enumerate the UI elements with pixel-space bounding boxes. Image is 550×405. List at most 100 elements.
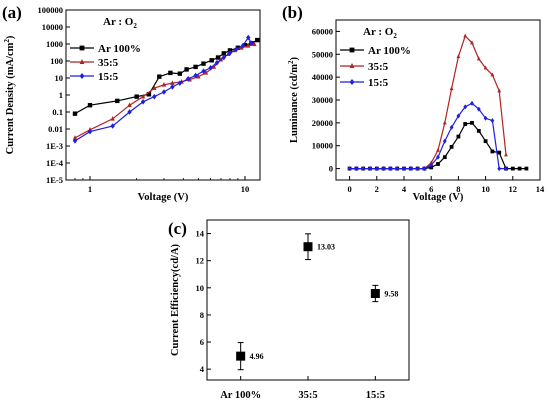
panel-b-label: (b)	[282, 3, 303, 22]
panel-b-y-tick-label: 50000	[312, 49, 333, 59]
panel-b-y-tick-label: 30000	[312, 95, 333, 105]
panel-b-x-tick-label: 0	[347, 184, 351, 194]
panel-b-data-point	[449, 144, 454, 149]
panel-a-legend-title: Ar : O2	[103, 16, 137, 30]
panel-a-data-point	[249, 40, 254, 47]
panel-a-legend-entry: 35:5	[98, 57, 119, 69]
panel-c-y-tick-label: 6	[200, 337, 204, 347]
panel-b-data-point	[470, 120, 474, 125]
panel-b-x-tick-label: 10	[481, 184, 490, 194]
panel-b-data-point	[504, 152, 508, 157]
panel-b-xlabel: Voltage (V)	[413, 192, 464, 203]
panel-b-data-point	[476, 128, 481, 133]
panel-a-data-point	[152, 93, 157, 100]
panel-a-data-point	[161, 81, 167, 87]
panel-a-data-point	[72, 135, 78, 140]
panel-a-data-point	[127, 109, 132, 115]
panel-b-legend-title: Ar : O2	[363, 26, 397, 40]
panel-b-x-tick-label: 14	[536, 184, 545, 194]
panel-c-value-label: 4.96	[250, 352, 264, 361]
panel-b-x-tick-label: 12	[509, 184, 518, 194]
panel-b-legend-marker	[349, 47, 355, 53]
panel-a-data-point	[196, 73, 201, 79]
panel-a-data-point	[170, 80, 175, 85]
panel-b-y-tick-label: 40000	[312, 72, 333, 82]
panel-a-data-point	[221, 54, 226, 61]
panel-a-legend-marker	[79, 73, 85, 79]
panel-b-data-point	[429, 162, 434, 168]
panel-b-data-point	[374, 166, 379, 172]
panel-b-data-point	[354, 166, 359, 172]
panel-a-data-point	[215, 55, 221, 60]
panel-b-data-point	[415, 166, 420, 172]
panel-a-data-point	[209, 58, 214, 63]
panel-b-data-point	[449, 124, 454, 130]
panel-b-legend: Ar : O2 Ar 100% 35:5 15:5	[340, 26, 411, 89]
panel-c-data-point	[370, 288, 380, 298]
panel-c-y-tick-label: 4	[200, 364, 205, 374]
panel-a-data-point	[110, 123, 115, 129]
panel-a-label: (a)	[2, 3, 22, 22]
panel-a-x-tick-label: 10	[241, 184, 250, 194]
panel-a-data-point	[177, 71, 183, 76]
panel-b-data-point	[504, 166, 508, 172]
panel-a-data-point	[252, 41, 257, 47]
panel-b-data-point	[490, 118, 495, 124]
panel-b-data-point	[442, 138, 447, 144]
panel-b-data-point	[497, 88, 502, 93]
panel-b-data-point	[497, 150, 502, 155]
panel-a-frame	[65, 9, 261, 181]
panel-a-data-point	[87, 128, 93, 135]
panel-b-data-point	[408, 166, 413, 172]
panel-a-data-point	[208, 64, 213, 71]
panel-a-data-point	[168, 70, 173, 76]
panel-c-current-efficiency: (c) 4 6 8 10 12 14 Ar 100% 35:5 15:5 4.96 13.03 9…	[168, 219, 410, 401]
panel-c-value-label: 9.58	[384, 289, 398, 298]
panel-a-y-tick-label: 10000	[42, 22, 63, 32]
panel-a-data-point	[72, 138, 78, 144]
panel-b-data-point	[463, 104, 468, 110]
panel-a-data-point	[185, 75, 191, 82]
panel-c-category-label: 35:5	[298, 390, 317, 401]
panel-b-data-point	[436, 147, 440, 152]
panel-b-data-point	[463, 33, 468, 38]
panel-b-data-point	[524, 166, 529, 171]
panel-a-y-tick-label: 100000	[38, 5, 64, 15]
panel-b-legend-entry: 15:5	[368, 77, 389, 89]
panel-a-data-point	[221, 51, 226, 56]
panel-b-legend-marker	[349, 63, 355, 68]
panel-b-data-point	[483, 115, 488, 121]
panel-b-data-point	[442, 120, 447, 125]
panel-b-y-tick-label: 60000	[312, 26, 333, 36]
panel-a-y-tick-label: 1E-5	[46, 175, 63, 185]
panel-a-legend-marker	[79, 59, 85, 64]
panel-a-data-point	[146, 92, 152, 97]
panel-c-y-tick-label: 10	[196, 283, 205, 293]
panel-b-data-point	[422, 166, 427, 172]
panel-c-data-point	[236, 351, 246, 361]
panel-a-y-tick-label: 10	[55, 73, 64, 83]
panel-b-legend-entry: 35:5	[368, 61, 389, 73]
panel-b-data-point	[436, 154, 440, 160]
panel-b-legend-entry: Ar 100%	[368, 45, 411, 57]
panel-b-x-tick-label: 2	[375, 184, 379, 194]
panel-a-y-tick-label: 0.1	[52, 107, 63, 117]
panel-b-legend-marker	[349, 79, 355, 85]
panel-a-legend-entry: 15:5	[98, 71, 119, 83]
panel-a-data-point	[134, 94, 139, 99]
panel-a-data-point	[110, 115, 115, 121]
panel-c-category-label: 15:5	[366, 390, 385, 401]
panel-b-x-tick-label: 4	[402, 184, 407, 194]
panel-a-y-tick-label: 100	[50, 56, 63, 66]
panel-a-data-point	[140, 98, 146, 105]
panel-a-data-point	[193, 72, 198, 79]
panel-a-data-point	[242, 42, 248, 48]
panel-a-data-point	[201, 61, 206, 66]
panel-b-y-tick-label: 0	[329, 164, 333, 174]
panel-c-category-label: Ar 100%	[220, 390, 261, 401]
panel-b-data-point	[476, 106, 481, 112]
panel-b-data-point	[490, 149, 495, 154]
panel-b-data-point	[510, 166, 515, 171]
panel-b-data-point	[368, 166, 372, 172]
